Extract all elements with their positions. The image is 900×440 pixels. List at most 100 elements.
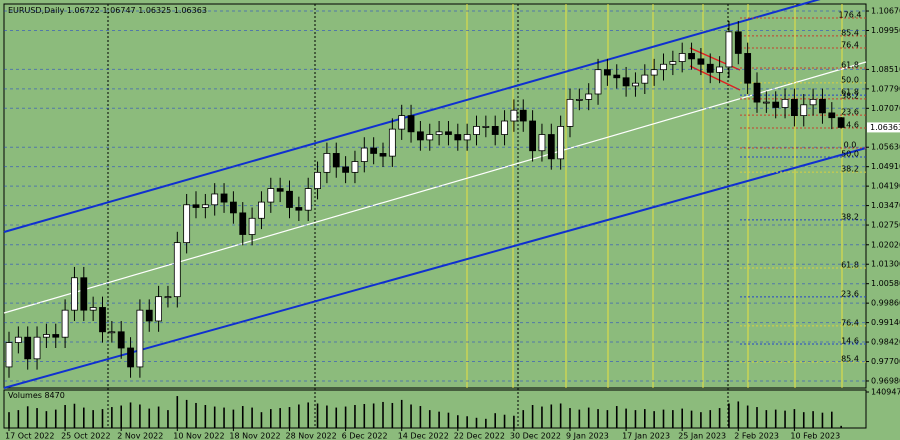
- candle-body: [43, 334, 50, 338]
- candle-body: [33, 336, 41, 360]
- x-tick-label: 10 Nov 2022: [173, 432, 224, 440]
- fib-label: 23.6: [841, 108, 859, 117]
- current-price-label: 1.06363: [870, 123, 900, 132]
- candle-body: [650, 69, 658, 76]
- candle-body: [678, 53, 686, 62]
- candle-body: [136, 309, 144, 368]
- candle-body: [510, 109, 518, 122]
- candle-body: [332, 153, 340, 168]
- candle-body: [351, 161, 359, 173]
- y-tick-label: 1.07070: [871, 104, 900, 113]
- candle-body: [5, 342, 13, 368]
- candle-body: [80, 277, 88, 311]
- x-tick-label: 25 Jan 2023: [678, 432, 726, 440]
- candle-body: [416, 131, 424, 141]
- x-tick-label: 25 Oct 2022: [61, 432, 110, 440]
- trend-line: [3, 61, 867, 314]
- fib-label: 50.0: [841, 75, 859, 84]
- x-tick-label: 17 Oct 2022: [5, 432, 54, 440]
- candle-body: [604, 69, 611, 76]
- candle-body: [809, 98, 817, 106]
- y-tick-label: 1.02020: [871, 240, 900, 249]
- y-tick-label: 1.01300: [871, 260, 900, 269]
- candle-body: [725, 31, 733, 68]
- candle-body: [772, 101, 780, 108]
- candle-body: [519, 109, 527, 122]
- candle-body: [201, 204, 209, 208]
- candle-body: [220, 193, 228, 203]
- candle-body: [697, 58, 705, 65]
- y-tick-label: 1.10670: [871, 7, 900, 16]
- x-tick-label: 9 Jan 2023: [566, 432, 609, 440]
- y-tick-label: 1.03470: [871, 201, 900, 210]
- candle-body: [52, 334, 60, 338]
- fib-label: 76.4: [841, 41, 859, 50]
- fib-label: 61.8: [841, 88, 859, 97]
- y-tick-label: 1.05630: [871, 143, 900, 152]
- volume-label: Volumes: [8, 391, 42, 400]
- candle-body: [762, 101, 770, 104]
- y-tick-label: 1.07790: [871, 84, 900, 93]
- candle-body: [407, 115, 415, 133]
- fib-label: 0.0: [844, 141, 857, 150]
- candle-body: [491, 126, 499, 135]
- candle-body: [258, 201, 265, 219]
- candle-body: [435, 131, 443, 135]
- candle-body: [24, 336, 32, 360]
- candle-body: [388, 128, 396, 157]
- candle-body: [660, 63, 667, 71]
- candle-body: [585, 93, 593, 100]
- candle-body: [61, 309, 69, 338]
- candle-body: [379, 153, 387, 157]
- fib-label: 50.0: [841, 149, 859, 158]
- candle-body: [89, 307, 97, 311]
- fib-label: 61.8: [841, 261, 859, 270]
- price-pane: [3, 3, 867, 389]
- volume-title: Volumes 8470: [8, 391, 65, 400]
- candle-body: [454, 134, 462, 141]
- volume-pane: [3, 389, 867, 429]
- candle-body: [669, 61, 677, 65]
- fib-label: 38.2: [841, 212, 859, 221]
- candle-body: [286, 190, 293, 208]
- fib-label: 176.4: [839, 11, 862, 20]
- current-price-box: [867, 122, 900, 133]
- candle-body: [538, 134, 546, 152]
- candle-body: [173, 242, 181, 298]
- x-tick-label: 17 Jan 2023: [622, 432, 670, 440]
- channel-lower: [3, 147, 867, 389]
- fib-label: 14.6: [841, 336, 859, 345]
- fib-label: 61.8: [841, 61, 859, 70]
- candle-body: [837, 117, 845, 128]
- candle-body: [716, 66, 723, 73]
- fib-label: 23.6: [841, 289, 859, 298]
- candle-body: [183, 204, 191, 244]
- candle-body: [706, 63, 714, 73]
- candle-body: [370, 147, 378, 154]
- candle-body: [613, 74, 621, 79]
- x-tick-label: 28 Nov 2022: [286, 432, 337, 440]
- candle-body: [445, 131, 452, 135]
- volume-last: 8470: [44, 391, 64, 400]
- candle-body: [248, 217, 256, 235]
- candle-body: [108, 331, 116, 334]
- fib-label: 85.4: [841, 28, 859, 37]
- candle-body: [744, 53, 752, 84]
- header-close: 1.06363: [174, 6, 207, 15]
- candle-body: [547, 134, 555, 160]
- candle-body: [295, 207, 303, 211]
- candle-body: [688, 53, 695, 60]
- y-tick-label: 1.04910: [871, 162, 900, 171]
- candle-body: [791, 98, 798, 117]
- candle-body: [501, 120, 508, 135]
- x-tick-label: 10 Feb 2023: [790, 432, 840, 440]
- candle-body: [304, 188, 312, 211]
- fib-label: 38.2: [841, 91, 859, 100]
- fib-label: 85.4: [841, 355, 859, 364]
- x-tick-label: 6 Dec 2022: [342, 432, 388, 440]
- x-tick-label: 14 Dec 2022: [398, 432, 449, 440]
